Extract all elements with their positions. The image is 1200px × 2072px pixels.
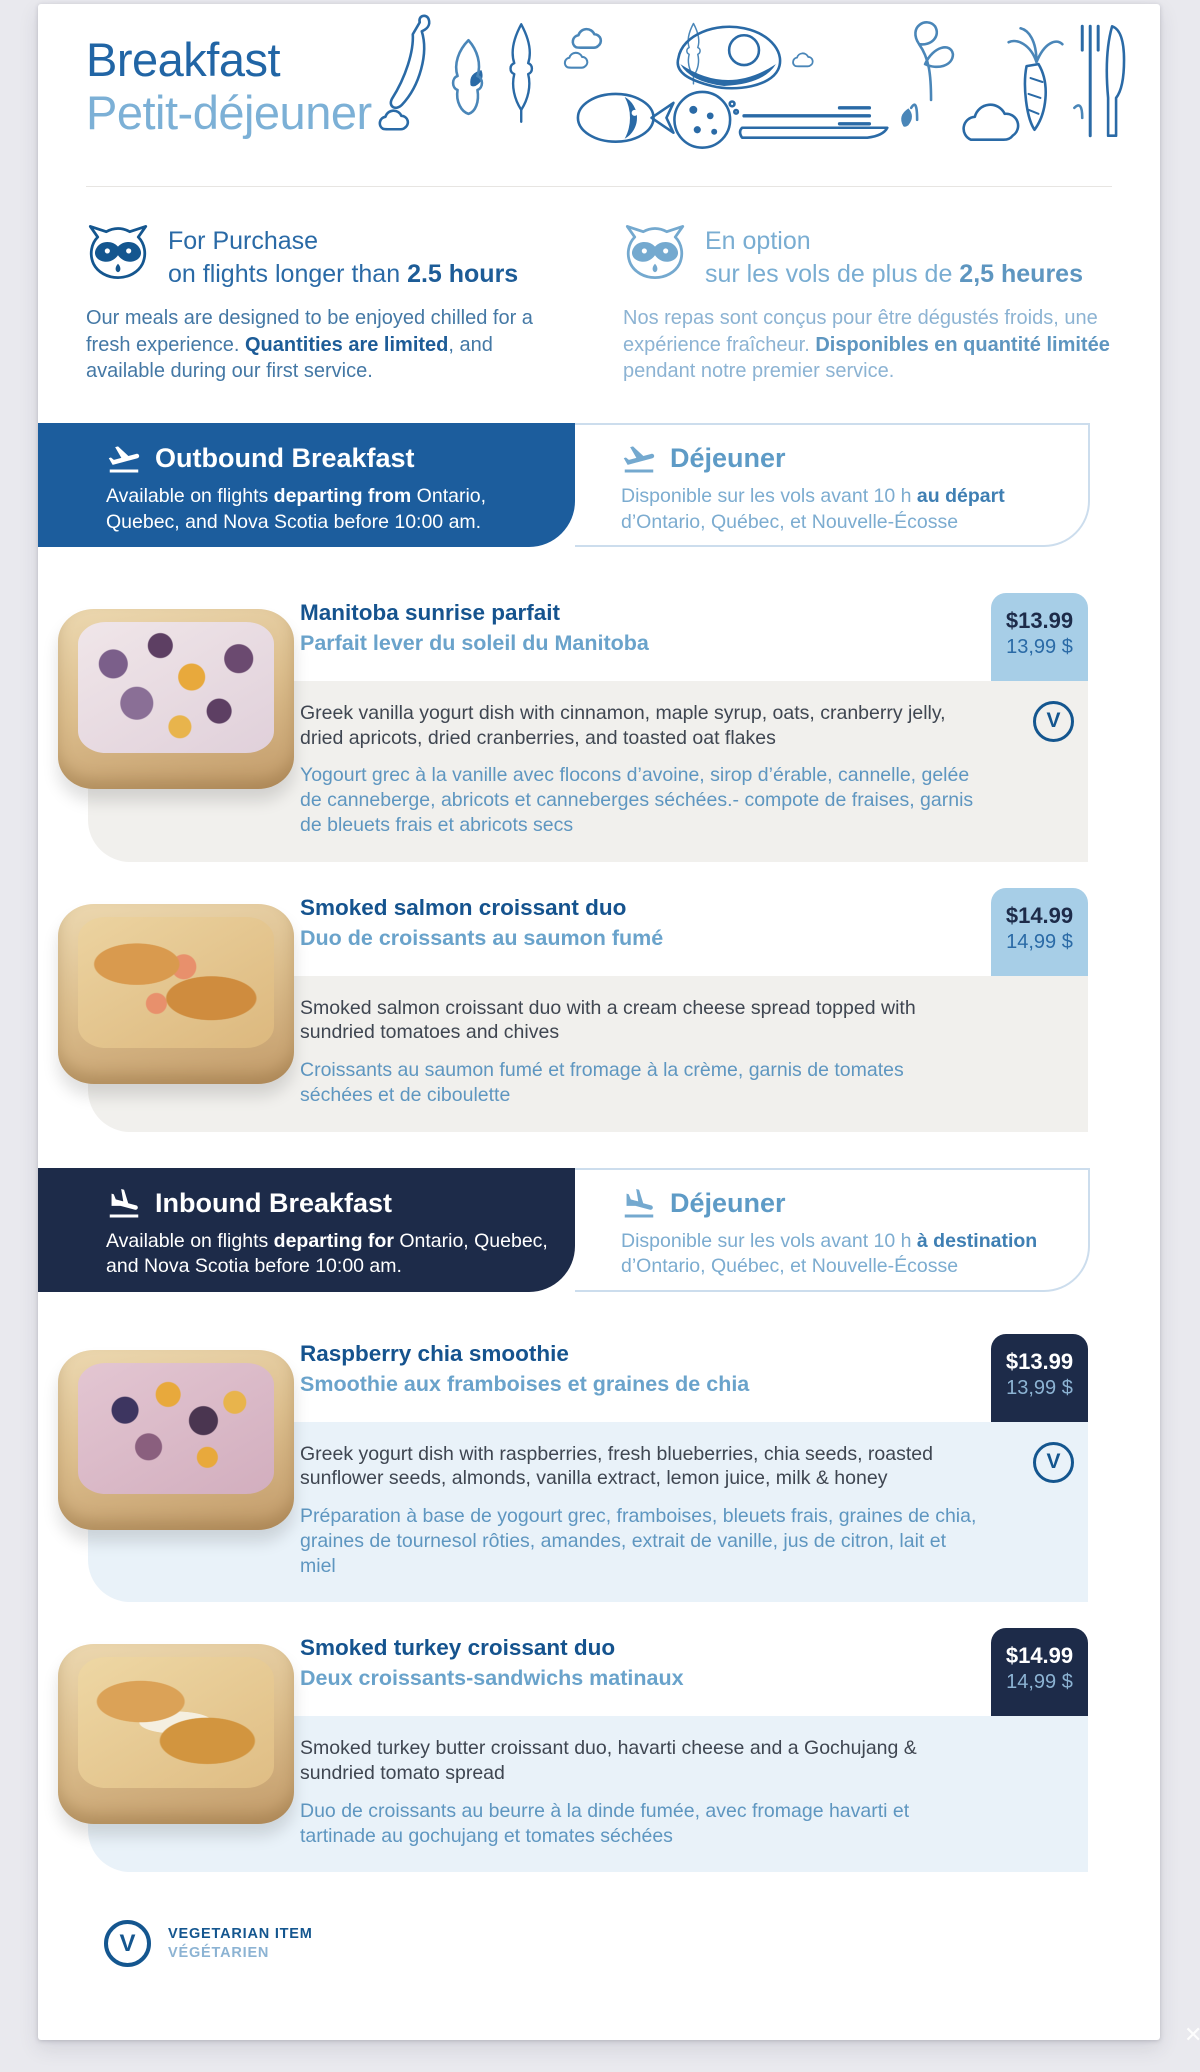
price-usd-style: $13.99 bbox=[1005, 1348, 1074, 1374]
page-header: Breakfast Petit-déjeuner bbox=[38, 4, 1160, 186]
outbound-title-en: Outbound Breakfast bbox=[155, 443, 415, 474]
inbound-banner-en: Inbound Breakfast Available on flights d… bbox=[38, 1167, 575, 1292]
raccoon-mascot-icon-fr bbox=[625, 225, 685, 279]
intro-heading-en-bold: 2.5 hours bbox=[407, 259, 519, 288]
price-usd-style: $14.99 bbox=[1005, 902, 1074, 928]
price-fr-style: 14,99 $ bbox=[1006, 1671, 1073, 1694]
item-name-en: Smoked salmon croissant duo bbox=[300, 894, 627, 920]
intro-column-fr: En option sur les vols de plus de 2,5 he… bbox=[623, 223, 1120, 385]
item-desc-en: Greek yogurt dish with raspberries, fres… bbox=[300, 1442, 933, 1490]
item-name-en: Smoked turkey croissant duo bbox=[300, 1635, 616, 1661]
inbound-sub-en: Available on flights departing for Ontar… bbox=[106, 1229, 548, 1278]
inbound-title-en: Inbound Breakfast bbox=[155, 1188, 393, 1219]
price-fr-style: 13,99 $ bbox=[1006, 1376, 1073, 1399]
intro-heading-fr: En option sur les vols de plus de 2,5 he… bbox=[705, 227, 1083, 288]
item-name-fr: Deux croissants-sandwichs matinaux bbox=[300, 1666, 684, 1691]
inbound-banner: Inbound Breakfast Available on flights d… bbox=[38, 1167, 1160, 1292]
intro-heading-fr-bold: 2,5 heures bbox=[959, 259, 1083, 288]
menu-item-smoothie: $13.99 13,99 $ Raspberry chia smoothie S… bbox=[38, 1333, 1160, 1603]
plane-takeoff-icon-fr bbox=[623, 446, 655, 473]
item-name-fr: Duo de croissants au saumon fumé bbox=[300, 925, 664, 950]
inbound-banner-fr: Déjeuner Disponible sur les vols avant 1… bbox=[575, 1167, 1090, 1292]
outbound-banner: Outbound Breakfast Available on flights … bbox=[38, 422, 1160, 547]
inbound-items: $13.99 13,99 $ Raspberry chia smoothie S… bbox=[38, 1333, 1160, 1873]
item-name-fr: Smoothie aux framboises et graines de ch… bbox=[300, 1371, 750, 1396]
legend-label-en: VEGETARIAN ITEM bbox=[168, 1926, 313, 1943]
intro-paragraph-en-bold: Quantities are limited bbox=[244, 333, 449, 356]
header-divider bbox=[86, 186, 1112, 187]
outbound-sub-fr: Disponible sur les vols avant 10 h au dé… bbox=[621, 484, 1005, 533]
item-desc-en: Smoked salmon croissant duo with a cream… bbox=[300, 996, 916, 1044]
item-desc-fr: Yogourt grec à la vanille avec flocons d… bbox=[300, 764, 974, 836]
vegetarian-icon: V bbox=[1033, 700, 1074, 742]
page-title-en: Breakfast bbox=[86, 33, 281, 86]
page-title-fr: Petit-déjeuner bbox=[86, 85, 372, 139]
header-illustration bbox=[378, 14, 1126, 149]
menu-item-turkey-croissant: $14.99 14,99 $ Smoked turkey croissant d… bbox=[38, 1628, 1160, 1873]
item-desc-fr: Duo de croissants au beurre à la dinde f… bbox=[300, 1799, 910, 1847]
plane-takeoff-icon bbox=[108, 446, 140, 473]
intro-column-en: For Purchase on flights longer than 2.5 … bbox=[86, 223, 583, 385]
price-badge: $13.99 13,99 $ bbox=[991, 592, 1088, 681]
outbound-banner-en: Outbound Breakfast Available on flights … bbox=[38, 422, 575, 547]
menu-item-parfait: $13.99 13,99 $ Manitoba sunrise parfait … bbox=[38, 592, 1160, 862]
price-badge: $14.99 14,99 $ bbox=[991, 1628, 1088, 1717]
plane-landing-icon-fr bbox=[624, 1188, 654, 1218]
vegetarian-icon: V bbox=[1033, 1441, 1074, 1483]
close-icon[interactable]: ✕ bbox=[1184, 2022, 1200, 2047]
price-fr-style: 14,99 $ bbox=[1006, 930, 1073, 953]
item-desc-en: Smoked turkey butter croissant duo, hava… bbox=[300, 1737, 917, 1785]
outbound-title-fr: Déjeuner bbox=[670, 443, 786, 474]
price-usd-style: $13.99 bbox=[1005, 607, 1074, 633]
food-photo-parfait bbox=[58, 608, 294, 789]
food-photo-smoothie bbox=[58, 1349, 294, 1530]
intro-heading-en: For Purchase on flights longer than 2.5 … bbox=[168, 227, 519, 288]
intro-paragraph-fr: Nos repas sont conçus pour être dégustés… bbox=[623, 307, 1110, 383]
item-name-en: Manitoba sunrise parfait bbox=[300, 599, 561, 625]
item-name-fr: Parfait lever du soleil du Manitoba bbox=[300, 630, 649, 655]
item-desc-fr: Croissants au saumon fumé et fromage à l… bbox=[300, 1059, 904, 1106]
item-desc-fr: Préparation à base de yogourt grec, fram… bbox=[300, 1505, 977, 1577]
intro-paragraph-en: Our meals are designed to be enjoyed chi… bbox=[86, 307, 533, 383]
item-desc-en: Greek vanilla yogurt dish with cinnamon,… bbox=[300, 701, 946, 749]
vegetarian-legend-icon: V bbox=[104, 1920, 151, 1968]
price-badge: $13.99 13,99 $ bbox=[991, 1333, 1088, 1422]
plane-landing-icon bbox=[109, 1188, 139, 1218]
raccoon-mascot-icon bbox=[88, 225, 148, 279]
legend-label-fr: VÉGÉTARIEN bbox=[168, 1945, 270, 1962]
outbound-sub-en: Available on flights departing from Onta… bbox=[106, 484, 487, 533]
item-name-en: Raspberry chia smoothie bbox=[300, 1340, 569, 1366]
price-badge: $14.99 14,99 $ bbox=[991, 887, 1088, 976]
intro-paragraph-fr-bold: Disponibles en quantité limitée bbox=[815, 333, 1110, 356]
food-photo-salmon bbox=[58, 903, 294, 1084]
vegetarian-legend: V VEGETARIAN ITEM VÉGÉTARIEN bbox=[104, 1920, 1160, 1968]
outbound-items: $13.99 13,99 $ Manitoba sunrise parfait … bbox=[38, 592, 1160, 1132]
menu-page: Breakfast Petit-déjeuner bbox=[38, 4, 1160, 2040]
food-photo-turkey bbox=[58, 1644, 294, 1825]
menu-item-salmon-croissant: $14.99 14,99 $ Smoked salmon croissant d… bbox=[38, 887, 1160, 1132]
price-fr-style: 13,99 $ bbox=[1006, 635, 1073, 658]
intro-section: For Purchase on flights longer than 2.5 … bbox=[38, 187, 1160, 385]
outbound-banner-fr: Déjeuner Disponible sur les vols avant 1… bbox=[575, 422, 1090, 547]
inbound-title-fr: Déjeuner bbox=[670, 1188, 786, 1219]
price-usd-style: $14.99 bbox=[1005, 1643, 1074, 1669]
inbound-sub-fr: Disponible sur les vols avant 10 h à des… bbox=[621, 1229, 1038, 1278]
